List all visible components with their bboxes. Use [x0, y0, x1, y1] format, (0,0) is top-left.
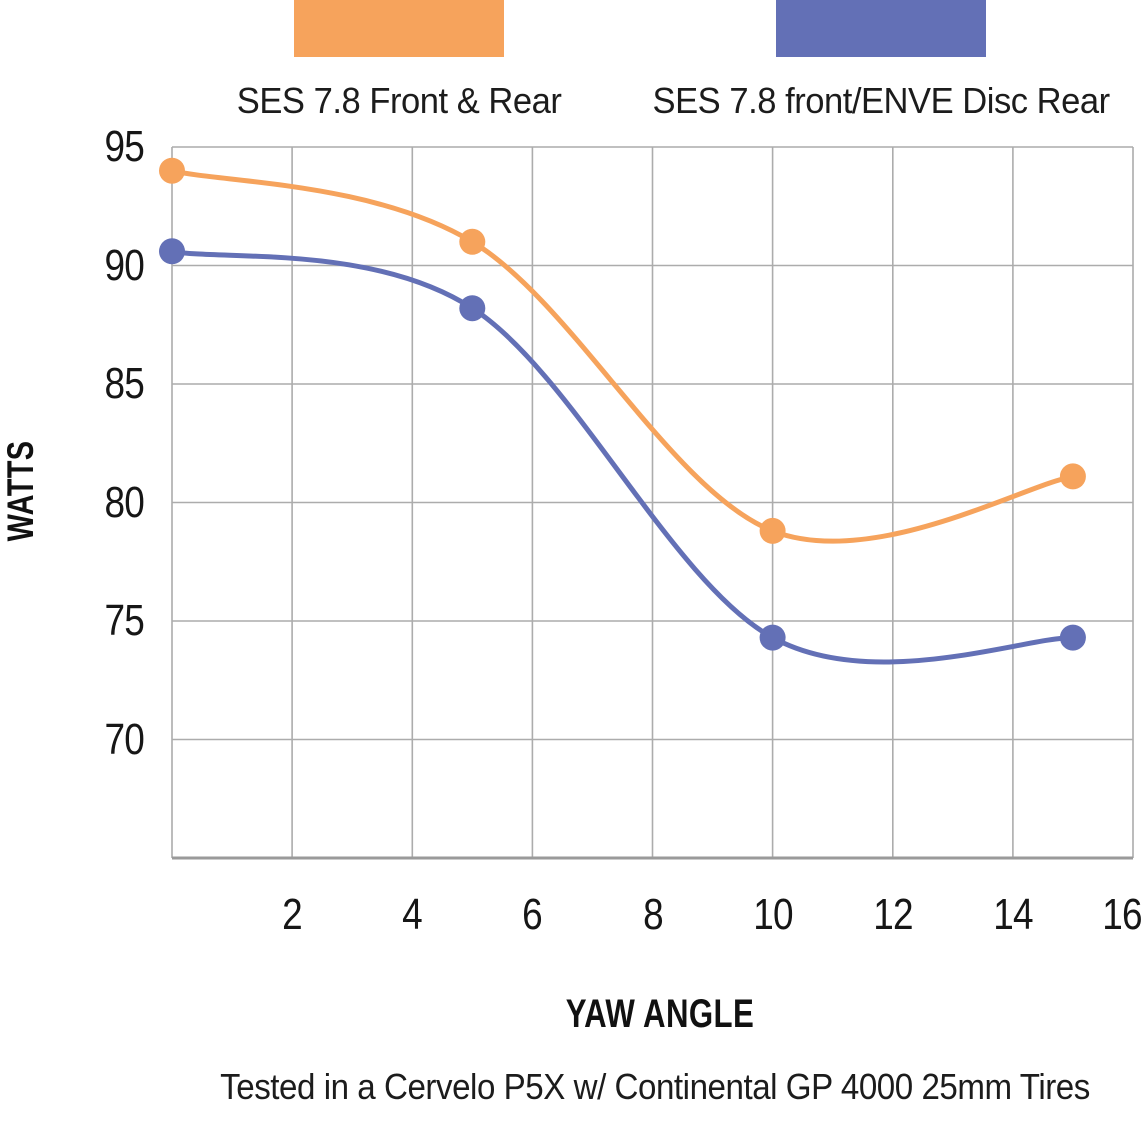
x-tick-label: 8: [643, 890, 664, 939]
series-line-ses-78-front-rear: [169, 168, 1076, 544]
data-point-marker-ses-78-front-rear: [759, 517, 786, 544]
data-point-marker-ses-78-front-enve-disc-rear: [1059, 624, 1086, 651]
legend-label: SES 7.8 front/ENVE Disc Rear: [652, 80, 1110, 121]
x-tick-label: 16: [1102, 890, 1142, 939]
x-tick-label: 2: [282, 890, 303, 939]
legend-item-ses-front-rear: SES 7.8 Front & Rear: [189, 0, 609, 120]
y-axis-title: WATTS: [0, 440, 41, 542]
x-tick-label: 14: [993, 890, 1033, 939]
y-tick-label: 80: [104, 478, 145, 527]
legend-swatch-orange: [294, 0, 504, 57]
legend-label: SES 7.8 Front & Rear: [236, 80, 562, 121]
y-tick-label: 95: [104, 122, 145, 171]
data-point-marker-ses-78-front-rear: [459, 228, 486, 255]
legend-swatch-blue: [776, 0, 986, 57]
x-tick-label: 4: [402, 890, 423, 939]
x-tick-label: 10: [753, 890, 793, 939]
grid-lines: [171, 146, 1134, 860]
x-tick-label: 6: [522, 890, 543, 939]
series-line-ses-78-front-enve-disc-rear: [169, 248, 1076, 665]
y-tick-label: 85: [104, 359, 145, 408]
y-tick-label: 70: [104, 715, 145, 764]
data-point-marker-ses-78-front-rear: [1059, 463, 1086, 490]
data-point-marker-ses-78-front-enve-disc-rear: [159, 238, 185, 265]
data-point-marker-ses-78-front-rear: [159, 157, 185, 184]
x-axis-title: YAW ANGLE: [565, 992, 755, 1036]
legend-item-ses-front-disc-rear: SES 7.8 front/ENVE Disc Rear: [652, 0, 1110, 121]
x-tick-label: 12: [873, 890, 913, 939]
y-tick-label: 75: [104, 596, 145, 645]
chart-caption: Tested in a Cervelo P5X w/ Continental G…: [220, 1066, 1090, 1107]
y-tick-label: 90: [104, 241, 145, 290]
data-point-marker-ses-78-front-enve-disc-rear: [759, 624, 786, 651]
data-point-marker-ses-78-front-enve-disc-rear: [459, 295, 486, 322]
